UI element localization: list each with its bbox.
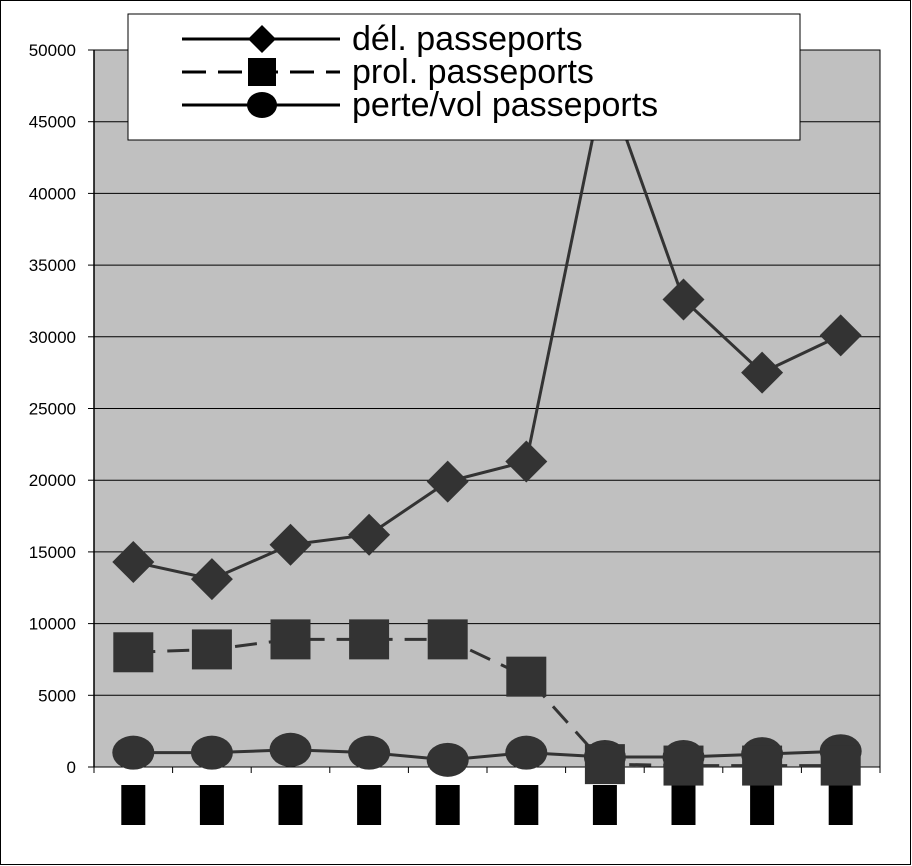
- series-3-point-6: [505, 735, 548, 770]
- x-label-redaction-1: [121, 785, 146, 825]
- series-1-point-8: [662, 278, 705, 321]
- y-tick-label: 10000: [29, 615, 76, 634]
- series-1-point-1: [112, 540, 155, 583]
- series-2-point-2: [191, 629, 232, 670]
- x-label-redaction-3: [278, 785, 303, 825]
- series-1-point-10: [819, 314, 862, 357]
- series-3-point-4: [348, 735, 391, 770]
- x-label-redaction-9: [750, 785, 775, 825]
- series-2-point-9: [742, 745, 783, 786]
- series-1-point-2: [190, 558, 233, 601]
- y-tick-label: 35000: [29, 256, 76, 275]
- x-label-redaction-8: [671, 785, 696, 825]
- series-2-point-8: [663, 745, 704, 786]
- series-1-point-5: [426, 460, 469, 503]
- series-3-point-3: [269, 732, 312, 767]
- x-label-redaction-4: [357, 785, 382, 825]
- series-2-point-5: [427, 619, 468, 660]
- series-1-point-4: [348, 513, 391, 556]
- series-2-point-7: [584, 744, 625, 785]
- legend-diamond-icon: [248, 25, 276, 53]
- x-label-redaction-6: [514, 785, 539, 825]
- series-2-point-4: [349, 619, 390, 660]
- y-tick-label: 40000: [29, 184, 76, 203]
- series-1-point-6: [505, 440, 548, 483]
- y-tick-label: 25000: [29, 400, 76, 419]
- y-tick-label: 20000: [29, 471, 76, 490]
- series-3-point-1: [112, 735, 155, 770]
- legend-square-icon: [248, 58, 276, 86]
- x-label-redaction-2: [199, 785, 224, 825]
- series-line-1: [132, 77, 842, 581]
- series-3-point-5: [426, 742, 469, 777]
- x-label-redaction-5: [435, 785, 460, 825]
- legend-label-2: prol. passeports: [352, 53, 594, 91]
- series-line-2: [133, 637, 841, 768]
- series-1-point-3: [269, 523, 312, 566]
- legend-label-1: dél. passeports: [352, 20, 583, 58]
- series-2-point-6: [506, 656, 547, 697]
- series-2-point-1: [113, 632, 154, 673]
- legend-label-3: perte/vol passeports: [352, 86, 658, 124]
- series-1-point-9: [741, 351, 784, 394]
- y-tick-label: 15000: [29, 543, 76, 562]
- y-tick-label: 45000: [29, 113, 76, 132]
- y-tick-label: 30000: [29, 328, 76, 347]
- series-line-3: [133, 748, 841, 762]
- legend-circle-icon: [247, 92, 277, 118]
- series-2-point-10: [820, 745, 861, 786]
- x-label-redaction-10: [828, 785, 853, 825]
- legend: [127, 13, 801, 141]
- series-2-point-3: [270, 619, 311, 660]
- y-tick-label: 5000: [38, 686, 76, 705]
- y-tick-label: 50000: [29, 41, 76, 60]
- y-tick-label: 0: [67, 758, 76, 777]
- x-label-redaction-7: [592, 785, 617, 825]
- series-3-point-2: [190, 735, 233, 770]
